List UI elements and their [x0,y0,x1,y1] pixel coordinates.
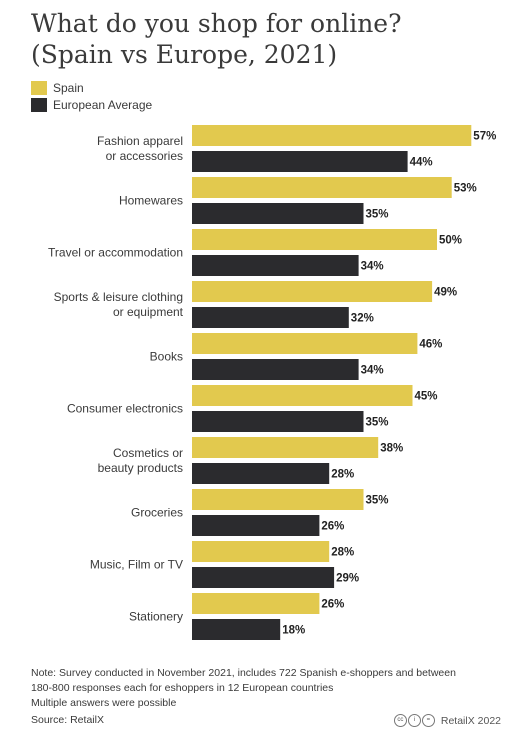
data-label-europe-0: 44% [410,157,433,169]
data-label-spain-3: 49% [434,287,457,299]
data-label-spain-1: 53% [454,183,477,195]
data-label-europe-6: 28% [331,469,354,481]
bar-europe-9 [192,619,281,640]
data-label-spain-6: 38% [380,443,403,455]
category-label-0-line-1: Fashion apparel [97,134,183,148]
data-label-spain-7: 35% [366,495,389,507]
bar-europe-3 [192,307,349,328]
note-line-1: Note: Survey conducted in November 2021,… [31,667,456,679]
bar-spain-9 [192,593,320,614]
title-line-2: (Spain vs Europe, 2021) [31,40,338,69]
data-label-europe-7: 26% [321,521,344,533]
title-line-1: What do you shop for online? [31,9,402,38]
category-label-3-line-2: or equipment [113,305,184,319]
creative-commons-icon: cc i = [393,714,436,727]
attribution-icon: i [407,714,421,727]
data-label-europe-9: 18% [282,625,305,637]
data-label-europe-2: 34% [361,261,384,273]
bar-spain-2 [192,229,437,250]
category-label-0-line-2: or accessories [106,149,183,163]
category-label-5: Consumer electronics [67,402,183,416]
data-label-spain-8: 28% [331,547,354,559]
category-label-3-line-1: Sports & leisure clothing [54,290,183,304]
legend-label-europe: European Average [53,97,153,112]
category-label-4: Books [150,350,183,364]
source-text: Source: RetailX [31,714,104,726]
legend-swatch-europe [31,97,47,112]
legend-item-spain: Spain [31,79,152,96]
footnote: Note: Survey conducted in November 2021,… [31,666,501,711]
bar-europe-2 [192,255,359,276]
bar-spain-4 [192,333,418,354]
bar-spain-3 [192,281,433,302]
noderivs-icon: = [421,714,435,727]
category-label-6-line-2: beauty products [98,461,183,475]
data-label-europe-4: 34% [361,365,384,377]
bar-spain-0 [192,125,472,146]
bar-europe-1 [192,203,364,224]
bar-europe-5 [192,411,364,432]
bar-europe-0 [192,151,408,172]
category-label-7: Groceries [131,506,183,520]
legend: Spain European Average [31,79,152,113]
data-label-spain-5: 45% [415,391,438,403]
bar-europe-6 [192,463,330,484]
category-label-1: Homewares [119,194,183,208]
legend-item-europe: European Average [31,96,152,113]
bar-spain-1 [192,177,452,198]
legend-label-spain: Spain [53,80,84,95]
category-label-6-line-1: Cosmetics or [113,446,183,460]
legend-swatch-spain [31,80,47,95]
bar-europe-4 [192,359,359,380]
cc-icon: cc [393,714,407,727]
data-label-europe-8: 29% [336,573,359,585]
category-label-9: Stationery [129,610,183,624]
data-label-spain-0: 57% [473,131,496,143]
note-line-2: 180-800 responses each for eshoppers in … [31,682,334,694]
category-label-8: Music, Film or TV [90,558,183,572]
category-label-2: Travel or accommodation [48,246,183,260]
note-line-3: Multiple answers were possible [31,697,177,709]
bar-europe-7 [192,515,320,536]
chart-title: What do you shop for online? (Spain vs E… [31,8,501,70]
data-label-europe-1: 35% [366,209,389,221]
bar-spain-5 [192,385,413,406]
data-label-spain-9: 26% [321,599,344,611]
data-label-europe-5: 35% [366,417,389,429]
data-label-spain-2: 50% [439,235,462,247]
data-label-spain-4: 46% [419,339,442,351]
bar-europe-8 [192,567,335,588]
credit: cc i = RetailX 2022 [393,714,501,727]
bar-spain-8 [192,541,330,562]
data-label-europe-3: 32% [351,313,374,325]
bar-spain-6 [192,437,379,458]
bar-spain-7 [192,489,364,510]
credit-text: RetailX 2022 [440,714,501,727]
